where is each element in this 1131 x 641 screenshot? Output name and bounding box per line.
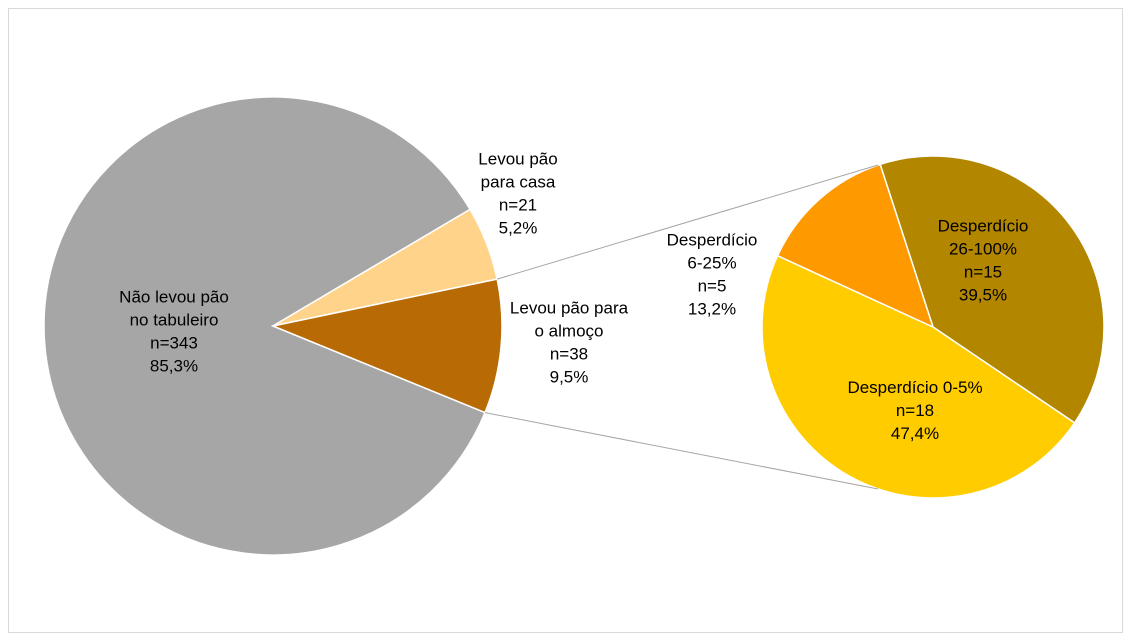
slice-waste-26-100 [879, 155, 1105, 424]
label-waste-26-100-line: 26-100% [949, 240, 1017, 259]
connector-line-bottom [484, 412, 879, 490]
label-took-home-line: para casa [481, 173, 556, 192]
label-took-home-line: n=21 [499, 196, 537, 215]
label-waste-6-25: Desperdício 6-25% n=5 13,2% [667, 231, 758, 319]
label-waste-6-25-line: 6-25% [687, 254, 736, 273]
label-took-lunch-line: n=38 [550, 345, 588, 364]
label-waste-6-25-line: n=5 [698, 277, 727, 296]
label-took-lunch-line: Levou pão para [510, 299, 629, 318]
label-took-lunch-line: 9,5% [550, 368, 589, 387]
label-took-home: Levou pão para casa n=21 5,2% [478, 150, 557, 238]
label-waste-26-100-line: 39,5% [959, 286, 1007, 305]
slice-waste-0-5 [761, 254, 1076, 499]
label-no-bread: Não levou pão no tabuleiro n=343 85,3% [119, 288, 229, 376]
label-took-lunch-line: o almoço [535, 322, 604, 341]
slice-waste-6-25 [776, 163, 935, 329]
slice-no-bread [43, 96, 486, 556]
label-waste-0-5-line: Desperdício 0-5% [847, 378, 982, 397]
label-waste-26-100: Desperdício 26-100% n=15 39,5% [938, 217, 1029, 305]
label-waste-0-5-line: 47,4% [891, 424, 939, 443]
label-no-bread-line: Não levou pão [119, 288, 229, 307]
label-waste-6-25-line: 13,2% [688, 300, 736, 319]
connector-line-top [497, 164, 879, 280]
label-no-bread-line: no tabuleiro [130, 311, 219, 330]
label-waste-26-100-line: n=15 [964, 263, 1002, 282]
label-waste-0-5: Desperdício 0-5% n=18 47,4% [847, 378, 982, 443]
label-no-bread-line: n=343 [150, 334, 198, 353]
label-took-home-line: 5,2% [499, 219, 538, 238]
slice-took-lunch [270, 278, 503, 414]
label-took-lunch: Levou pão para o almoço n=38 9,5% [510, 299, 629, 387]
label-no-bread-line: 85,3% [150, 357, 198, 376]
label-waste-0-5-line: n=18 [896, 401, 934, 420]
label-waste-26-100-line: Desperdício [938, 217, 1029, 236]
label-waste-6-25-line: Desperdício [667, 231, 758, 250]
label-took-home-line: Levou pão [478, 150, 557, 169]
